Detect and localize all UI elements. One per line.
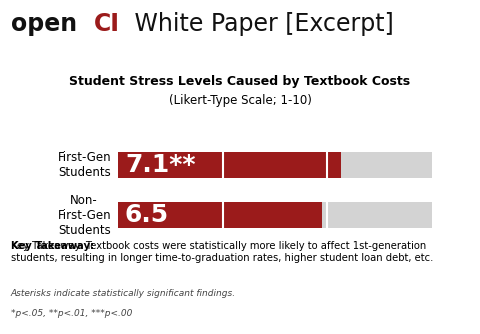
Text: Student Stress Levels Caused by Textbook Costs: Student Stress Levels Caused by Textbook… <box>70 75 410 88</box>
Text: open: open <box>11 12 77 36</box>
Text: 7.1**: 7.1** <box>125 153 195 177</box>
Text: White Paper [Excerpt]: White Paper [Excerpt] <box>127 12 394 36</box>
Text: Asterisks indicate statistically significant findings.: Asterisks indicate statistically signifi… <box>11 289 236 298</box>
Bar <box>118 152 432 178</box>
Bar <box>118 202 432 228</box>
Text: 6.5: 6.5 <box>125 203 169 227</box>
Text: (Likert-Type Scale; 1-10): (Likert-Type Scale; 1-10) <box>168 94 312 107</box>
Text: Key Takeaway: Textbook costs were statistically more likely to affect 1st-genera: Key Takeaway: Textbook costs were statis… <box>11 241 433 263</box>
Bar <box>118 152 341 178</box>
Text: *p<.05, **p<.01, ***p<.00: *p<.05, **p<.01, ***p<.00 <box>11 309 132 318</box>
Text: Key Takeaway:: Key Takeaway: <box>11 241 94 251</box>
Text: CI: CI <box>94 12 120 36</box>
Bar <box>118 202 322 228</box>
